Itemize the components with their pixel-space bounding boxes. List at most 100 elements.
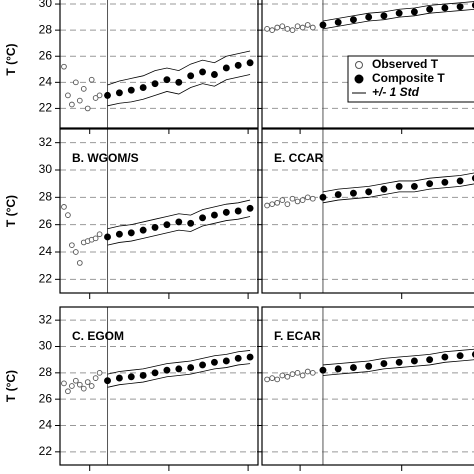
composite-point — [115, 230, 123, 238]
composite-point — [210, 211, 218, 219]
composite-point — [334, 18, 342, 26]
std-line — [322, 1, 474, 22]
legend-label: +/- 1 Std — [372, 85, 420, 99]
y-tick-label: 24 — [39, 418, 53, 432]
composite-point — [410, 182, 418, 190]
y-tick-label: 32 — [39, 135, 53, 149]
composite-point — [199, 361, 207, 369]
observed-point — [72, 79, 79, 86]
composite-point — [222, 357, 230, 365]
legend-label: Observed T — [372, 57, 439, 71]
composite-point — [380, 185, 388, 193]
panel-title: F. ECAR — [274, 329, 321, 343]
plot-frame — [59, 306, 259, 466]
observed-point — [84, 379, 91, 385]
y-axis-label: T (°C) — [4, 195, 18, 227]
observed-point — [61, 380, 67, 387]
composite-point — [187, 364, 195, 372]
observed-point — [80, 86, 87, 92]
composite-point — [151, 369, 159, 377]
composite-point — [334, 191, 342, 199]
legend-box — [347, 55, 474, 103]
observed-point — [92, 375, 99, 381]
y-tick-label: 28 — [39, 365, 53, 379]
y-tick-label: 28 — [39, 190, 53, 204]
composite-point — [175, 218, 183, 226]
composite-point — [115, 89, 123, 97]
observed-point — [264, 25, 270, 32]
y-tick-label: 24 — [39, 75, 53, 89]
composite-point — [151, 80, 159, 88]
observed-point — [274, 24, 281, 31]
composite-point — [319, 366, 327, 374]
y-tick-label: 30 — [39, 162, 53, 176]
composite-point — [246, 59, 254, 67]
composite-point — [319, 21, 327, 29]
composite-point — [199, 68, 207, 76]
observed-point — [61, 63, 67, 70]
composite-point — [456, 177, 464, 185]
composite-point — [175, 365, 183, 373]
observed-point — [96, 231, 103, 238]
std-line — [107, 350, 251, 375]
composite-point — [163, 76, 171, 84]
composite-point — [426, 5, 434, 13]
observed-point — [294, 198, 301, 205]
observed-point — [72, 249, 79, 255]
composite-point — [441, 353, 449, 361]
observed-point — [269, 375, 276, 381]
composite-point — [334, 365, 342, 373]
observed-point — [96, 92, 103, 99]
y-tick-label: 22 — [39, 272, 53, 286]
panel-title: C. EGOM — [72, 329, 124, 343]
observed-point — [88, 76, 95, 83]
y-tick-label: 32 — [39, 312, 53, 326]
composite-point — [163, 221, 171, 229]
composite-point — [246, 204, 254, 212]
composite-point — [163, 366, 171, 374]
observed-point — [284, 25, 291, 32]
plot-frame — [261, 306, 474, 466]
observed-point — [279, 23, 286, 30]
observed-point — [304, 368, 311, 375]
y-tick-label: 28 — [39, 22, 53, 36]
panel-title: E. CCAR — [274, 151, 324, 165]
observed-point — [299, 372, 306, 379]
observed-point — [264, 202, 270, 209]
composite-point — [139, 372, 147, 379]
observed-point — [65, 212, 71, 218]
observed-point — [269, 201, 276, 208]
legend-symbol — [355, 61, 363, 69]
std-line — [322, 172, 474, 193]
std-line — [107, 199, 251, 230]
panel-title: B. WGOM/S — [72, 151, 139, 165]
observed-point — [304, 22, 311, 28]
observed-point — [284, 373, 291, 380]
composite-point — [456, 352, 464, 360]
y-tick-label: 26 — [39, 48, 53, 62]
observed-point — [72, 377, 79, 384]
observed-point — [294, 369, 301, 376]
composite-point — [199, 214, 207, 222]
composite-point — [234, 61, 242, 69]
y-tick-label: 22 — [39, 101, 53, 115]
y-tick-label: 24 — [39, 244, 53, 258]
composite-point — [365, 188, 373, 196]
observed-point — [309, 195, 316, 202]
composite-point — [127, 86, 135, 94]
composite-point — [441, 178, 449, 186]
composite-point — [441, 4, 449, 12]
composite-point — [395, 9, 403, 17]
composite-point — [104, 91, 111, 99]
composite-point — [210, 71, 218, 78]
observed-point — [88, 383, 95, 389]
composite-point — [319, 193, 327, 201]
std-line — [322, 348, 474, 366]
observed-point — [69, 383, 75, 389]
composite-point — [380, 360, 388, 368]
composite-point — [115, 374, 123, 382]
composite-point — [349, 364, 357, 372]
observed-point — [92, 95, 99, 101]
